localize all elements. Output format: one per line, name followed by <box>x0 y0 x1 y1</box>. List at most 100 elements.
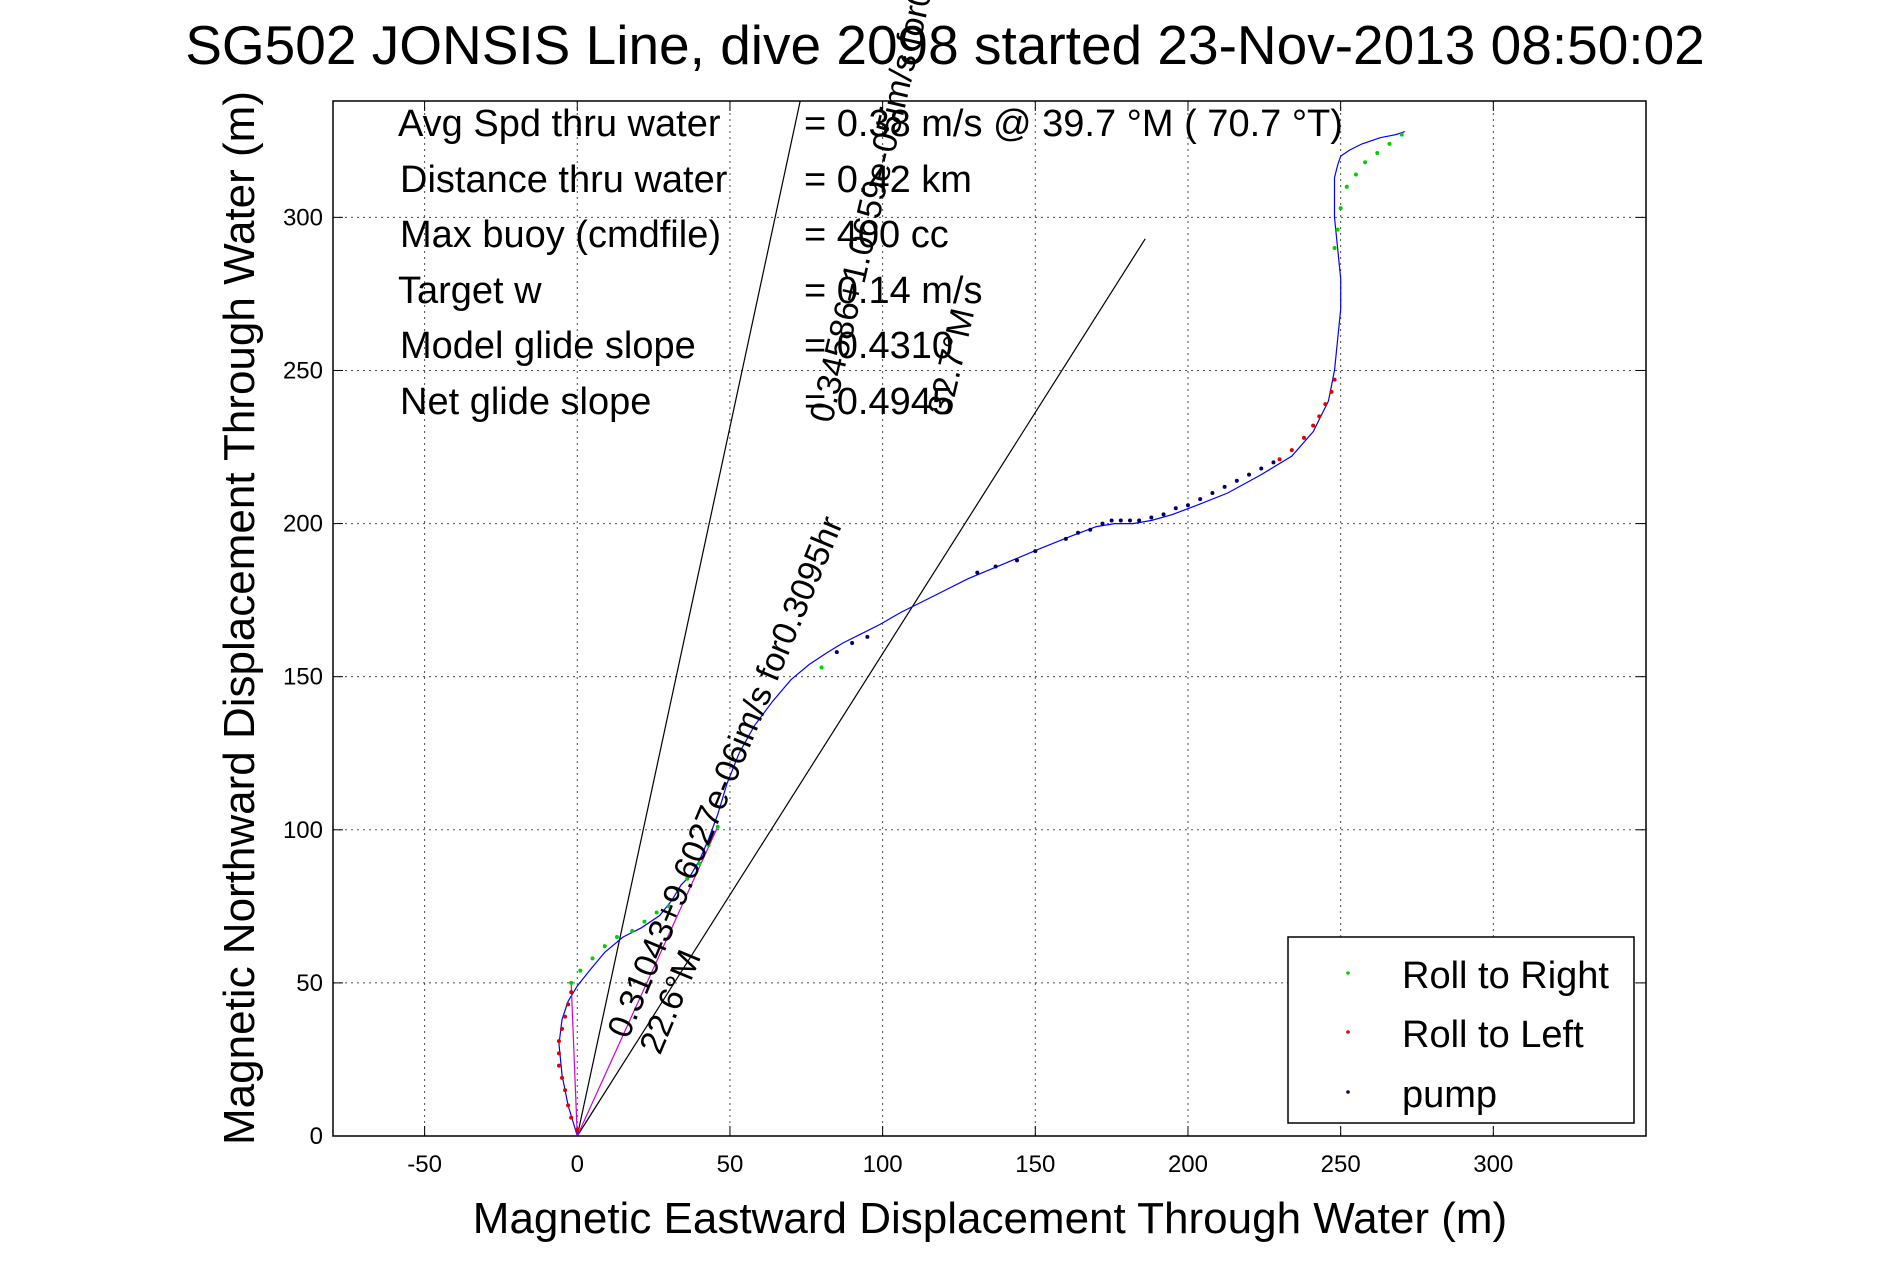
stat-label-model-glide: Model glide slope <box>400 325 696 367</box>
stats-block: Avg Spd thru water = 0.38 m/s @ 39.7 °M … <box>398 103 1343 423</box>
point-roll-to-right <box>706 843 711 848</box>
point-roll-to-right <box>602 944 607 949</box>
track-layer <box>558 131 1405 1137</box>
point-roll-to-right <box>1363 160 1368 165</box>
x-tick-label: 0 <box>571 1151 584 1178</box>
point-pump <box>850 640 855 645</box>
chart-title: SG502 JONSIS Line, dive 2098 started 23-… <box>185 14 1705 76</box>
y-tick-label: 300 <box>283 204 323 231</box>
point-roll-to-left <box>566 1002 571 1007</box>
point-roll-to-left <box>563 1088 568 1093</box>
legend-marker-roll-right <box>1346 971 1350 975</box>
point-pump <box>1198 497 1203 502</box>
point-pump <box>1063 536 1068 541</box>
point-roll-to-right <box>1387 141 1392 146</box>
stat-label-max-buoy: Max buoy (cmdfile) <box>400 214 721 256</box>
point-roll-to-left <box>1323 402 1328 407</box>
point-roll-to-left <box>1277 457 1282 462</box>
x-tick-label: 300 <box>1473 1151 1513 1178</box>
stat-label-target-w: Target w <box>398 270 542 312</box>
y-tick-label: 100 <box>283 817 323 844</box>
dive-track-line <box>558 131 1405 1137</box>
point-roll-to-left <box>560 1075 565 1080</box>
point-roll-to-right <box>569 980 574 985</box>
legend: Roll to Right Roll to Left pump <box>1287 936 1635 1124</box>
point-pump <box>1210 490 1215 495</box>
point-pump <box>1161 512 1166 517</box>
reference-lines <box>576 100 1146 1137</box>
point-pump <box>1118 518 1123 523</box>
point-roll-to-right <box>666 904 671 909</box>
point-pump <box>1234 478 1239 483</box>
point-pump <box>865 634 870 639</box>
x-tick-label: 200 <box>1168 1151 1208 1178</box>
point-roll-to-left <box>569 1115 574 1120</box>
legend-label-roll-left: Roll to Left <box>1402 1014 1584 1056</box>
point-roll-to-right <box>642 919 647 924</box>
stat-value-distance: = 0.42 km <box>804 159 972 201</box>
axis-ticks: -50 0 50 100 150 200 250 300 0 50 100 150 200 250 300 <box>283 101 1646 1178</box>
point-roll-to-left <box>556 1039 561 1044</box>
point-pump <box>1014 558 1019 563</box>
point-roll-to-left <box>1317 414 1322 419</box>
stat-value-avg-speed: = 0.38 m/s @ 39.7 °M ( 70.7 °T) <box>804 103 1343 145</box>
point-roll-to-right <box>1353 172 1358 177</box>
point-roll-to-right <box>630 928 635 933</box>
point-roll-to-left <box>556 1063 561 1068</box>
point-roll-to-left <box>1289 448 1294 453</box>
point-pump <box>1100 521 1105 526</box>
plot-frame <box>332 100 1647 1137</box>
y-tick-label: 250 <box>283 357 323 384</box>
y-tick-label: 50 <box>296 970 323 997</box>
point-roll-to-right <box>819 665 824 670</box>
point-roll-to-right <box>578 968 583 973</box>
point-pump <box>975 570 980 575</box>
point-pump <box>1109 518 1114 523</box>
point-pump <box>1222 484 1227 489</box>
point-roll-to-right <box>590 956 595 961</box>
point-pump <box>1247 472 1252 477</box>
point-roll-to-left <box>1329 389 1334 394</box>
point-roll-to-right <box>654 910 659 915</box>
point-roll-to-left <box>1332 377 1337 382</box>
stat-label-net-glide: Net glide slope <box>400 381 651 423</box>
point-roll-to-right <box>685 876 690 881</box>
legend-label-pump: pump <box>1402 1074 1497 1116</box>
y-tick-label: 0 <box>310 1123 323 1150</box>
point-roll-to-left <box>1302 435 1307 440</box>
point-roll-to-right <box>1338 206 1343 211</box>
stat-value-model-glide: = 0.4310 <box>804 325 953 367</box>
y-tick-label: 200 <box>283 511 323 538</box>
grid <box>333 101 1646 1137</box>
stat-value-net-glide: = 0.4945 <box>804 381 953 423</box>
point-roll-to-left <box>566 1103 571 1108</box>
x-tick-label: -50 <box>407 1151 442 1178</box>
point-roll-to-left <box>575 1127 580 1132</box>
point-pump <box>1076 530 1081 535</box>
point-pump <box>1137 518 1142 523</box>
reference-line-ref-1 <box>576 100 801 1137</box>
point-roll-to-right <box>1335 227 1340 232</box>
x-tick-label: 150 <box>1015 1151 1055 1178</box>
point-roll-to-left <box>1311 423 1316 428</box>
point-roll-to-right <box>614 934 619 939</box>
point-roll-to-left <box>556 1051 561 1056</box>
legend-label-roll-right: Roll to Right <box>1402 955 1609 997</box>
point-roll-to-right <box>1375 151 1380 156</box>
stat-value-target-w: = 0.14 m/s <box>804 270 982 312</box>
point-pump <box>1033 549 1038 554</box>
stat-label-avg-speed: Avg Spd thru water <box>398 103 721 145</box>
point-pump <box>1149 515 1154 520</box>
data-points <box>556 132 1404 1132</box>
x-tick-label: 100 <box>863 1151 903 1178</box>
point-roll-to-right <box>1332 245 1337 250</box>
point-roll-to-left <box>569 990 574 995</box>
point-roll-to-right <box>697 861 702 866</box>
point-pump <box>1185 503 1190 508</box>
legend-box <box>1287 936 1635 1124</box>
net-displacement-line <box>576 826 719 1137</box>
point-pump <box>1127 518 1132 523</box>
point-roll-to-right <box>715 824 720 829</box>
point-pump <box>1173 506 1178 511</box>
